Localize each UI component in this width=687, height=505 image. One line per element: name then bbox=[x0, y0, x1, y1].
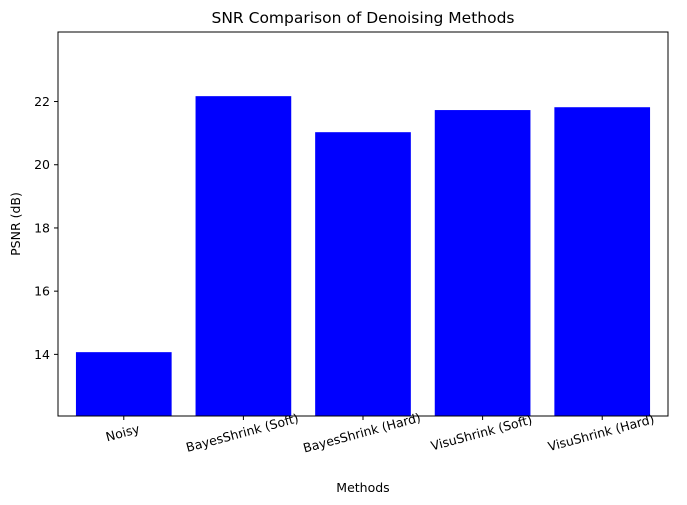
bars-group bbox=[75, 96, 651, 417]
bar-visushrink-soft bbox=[434, 110, 531, 416]
y-tick-label: 14 bbox=[34, 347, 50, 362]
bar-noisy bbox=[75, 352, 172, 416]
bar-bayesshrink-hard bbox=[315, 132, 411, 416]
y-tick-label: 22 bbox=[34, 94, 50, 109]
plot-frame bbox=[57, 31, 669, 417]
y-tick-label: 16 bbox=[34, 284, 50, 299]
chart-title: SNR Comparison of Denoising Methods bbox=[212, 9, 515, 27]
y-tick-label: 18 bbox=[34, 220, 50, 235]
y-tick-label: 20 bbox=[34, 157, 50, 172]
y-axis-label: PSNR (dB) bbox=[8, 192, 23, 256]
y-axis-ticks: 14 16 18 20 22 bbox=[34, 94, 58, 362]
bar-bayesshrink-soft bbox=[195, 96, 292, 417]
x-axis-label: Methods bbox=[336, 480, 389, 495]
bar-visushrink-hard bbox=[554, 107, 651, 416]
